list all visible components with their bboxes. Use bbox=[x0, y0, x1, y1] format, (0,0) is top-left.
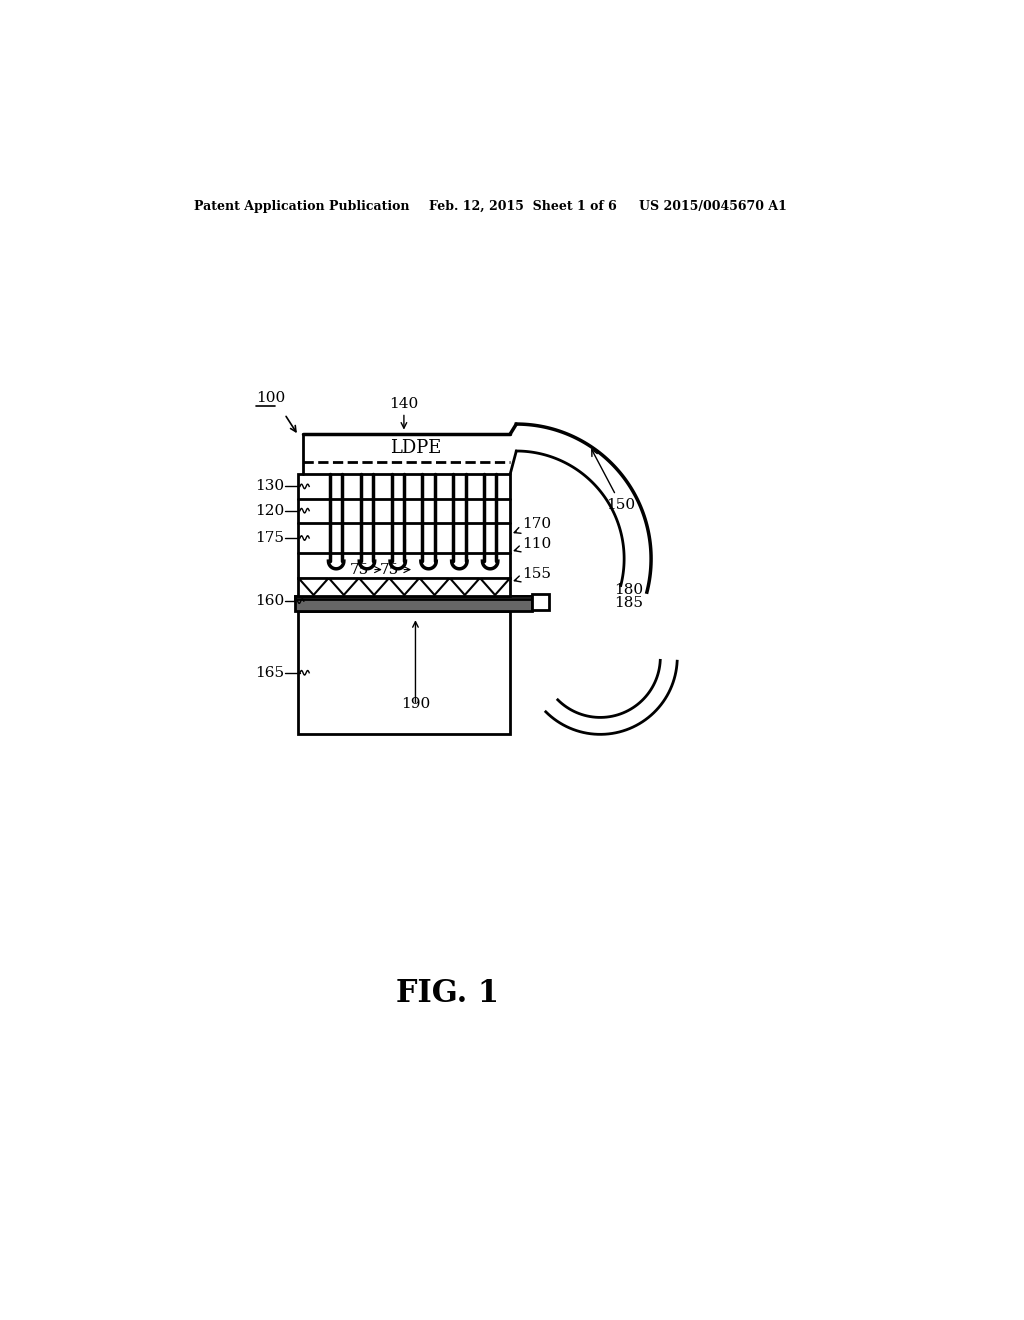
Text: Patent Application Publication: Patent Application Publication bbox=[194, 199, 410, 213]
Text: 110: 110 bbox=[514, 537, 551, 552]
Text: 180: 180 bbox=[614, 583, 643, 598]
Polygon shape bbox=[359, 579, 388, 595]
Polygon shape bbox=[295, 595, 531, 599]
Text: 170: 170 bbox=[514, 517, 551, 533]
Text: 100: 100 bbox=[256, 391, 286, 405]
Polygon shape bbox=[420, 579, 449, 595]
Polygon shape bbox=[295, 595, 531, 611]
Text: 130: 130 bbox=[255, 479, 285, 494]
Polygon shape bbox=[330, 579, 358, 595]
Text: 140: 140 bbox=[389, 397, 419, 411]
Polygon shape bbox=[531, 594, 549, 610]
Text: 165: 165 bbox=[255, 665, 285, 680]
Text: 75: 75 bbox=[379, 562, 410, 577]
Text: 185: 185 bbox=[614, 595, 643, 610]
Text: 155: 155 bbox=[514, 568, 551, 582]
Text: Feb. 12, 2015  Sheet 1 of 6: Feb. 12, 2015 Sheet 1 of 6 bbox=[429, 199, 617, 213]
Text: 150: 150 bbox=[592, 450, 636, 512]
Text: 190: 190 bbox=[400, 697, 430, 711]
Polygon shape bbox=[480, 579, 509, 595]
Polygon shape bbox=[298, 578, 510, 595]
Text: FIG. 1: FIG. 1 bbox=[396, 978, 500, 1010]
Polygon shape bbox=[390, 579, 419, 595]
Polygon shape bbox=[298, 474, 510, 578]
Polygon shape bbox=[516, 424, 651, 593]
Text: US 2015/0045670 A1: US 2015/0045670 A1 bbox=[639, 199, 786, 213]
Text: LDPE: LDPE bbox=[390, 440, 441, 457]
Polygon shape bbox=[298, 611, 510, 734]
Text: 160: 160 bbox=[255, 594, 285, 609]
Text: 75: 75 bbox=[350, 562, 381, 577]
Text: 175: 175 bbox=[256, 531, 285, 545]
Polygon shape bbox=[299, 579, 328, 595]
Polygon shape bbox=[451, 579, 479, 595]
Text: 120: 120 bbox=[255, 504, 285, 517]
